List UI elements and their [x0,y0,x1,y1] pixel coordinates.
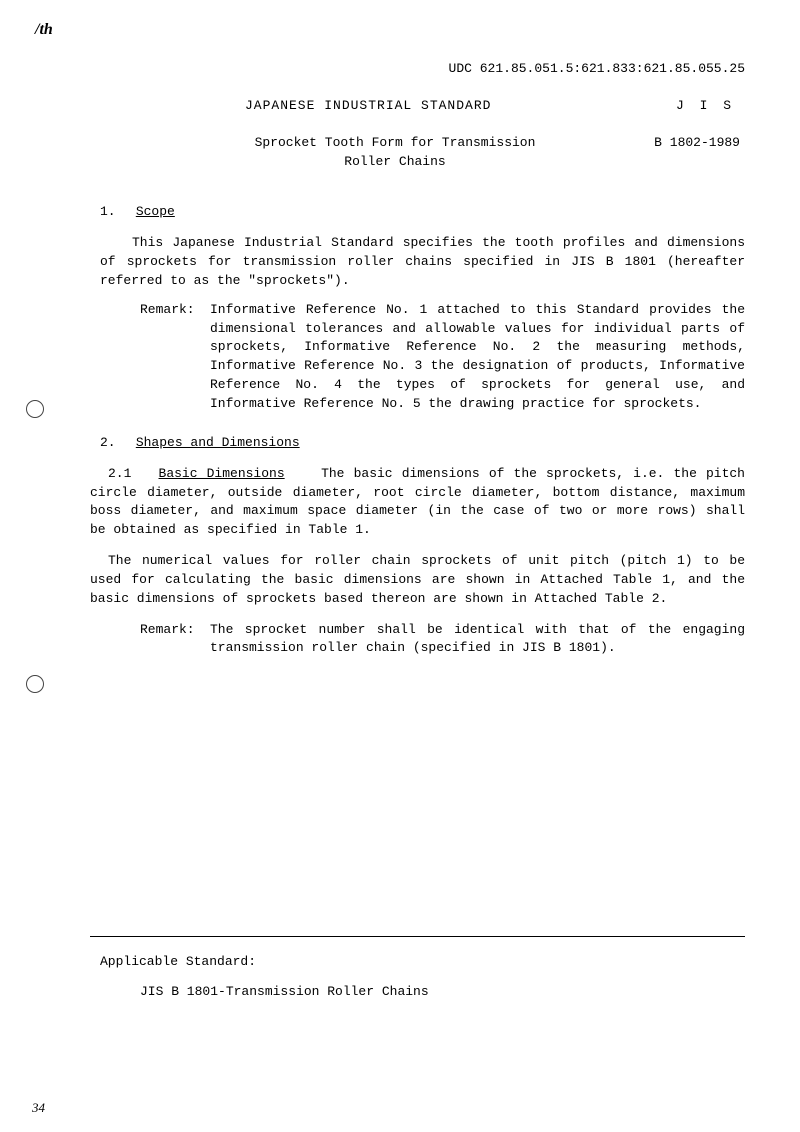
remark-1-label: Remark: [140,301,210,414]
section-1-title: Scope [136,204,175,219]
section-2-title: Shapes and Dimensions [136,435,300,450]
horizontal-divider [90,936,745,937]
section-1-number: 1. [100,203,128,222]
header-row: JAPANESE INDUSTRIAL STANDARD J I S [245,97,745,116]
applicable-standard-label: Applicable Standard: [100,953,256,972]
subtitle-row: Sprocket Tooth Form for Transmission Rol… [245,134,745,172]
page-mark: /th [35,18,53,41]
section-1-heading: 1. Scope [100,203,745,222]
section-2-heading: 2. Shapes and Dimensions [100,434,745,453]
jis-label: J I S [676,97,735,116]
subtitle-line1: Sprocket Tooth Form for Transmission [255,135,536,150]
udc-classification: UDC 621.85.051.5:621.833:621.85.055.25 [90,60,745,79]
applicable-standard-ref: JIS B 1801-Transmission Roller Chains [140,983,429,1002]
remark-1-body: Informative Reference No. 1 attached to … [210,301,745,414]
subsection-2-1: 2.1 Basic Dimensions The basic dimension… [90,465,745,540]
standard-number: B 1802-1989 [654,134,740,172]
subsection-2-1-number: 2.1 [108,465,131,484]
scope-paragraph: This Japanese Industrial Standard specif… [100,234,745,291]
punch-hole-icon [26,675,44,693]
standard-title: JAPANESE INDUSTRIAL STANDARD [245,97,491,116]
page-number: 34 [32,1099,45,1118]
remark-1: Remark: Informative Reference No. 1 atta… [140,301,745,414]
document-subtitle: Sprocket Tooth Form for Transmission Rol… [245,134,545,172]
paragraph-2: The numerical values for roller chain sp… [90,552,745,609]
subsection-2-1-title: Basic Dimensions [159,466,285,481]
remark-2: Remark: The sprocket number shall be ide… [140,621,745,659]
remark-2-body: The sprocket number shall be identical w… [210,621,745,659]
remark-2-label: Remark: [140,621,210,659]
section-2-number: 2. [100,434,128,453]
subtitle-line2: Roller Chains [344,154,445,169]
punch-hole-icon [26,400,44,418]
